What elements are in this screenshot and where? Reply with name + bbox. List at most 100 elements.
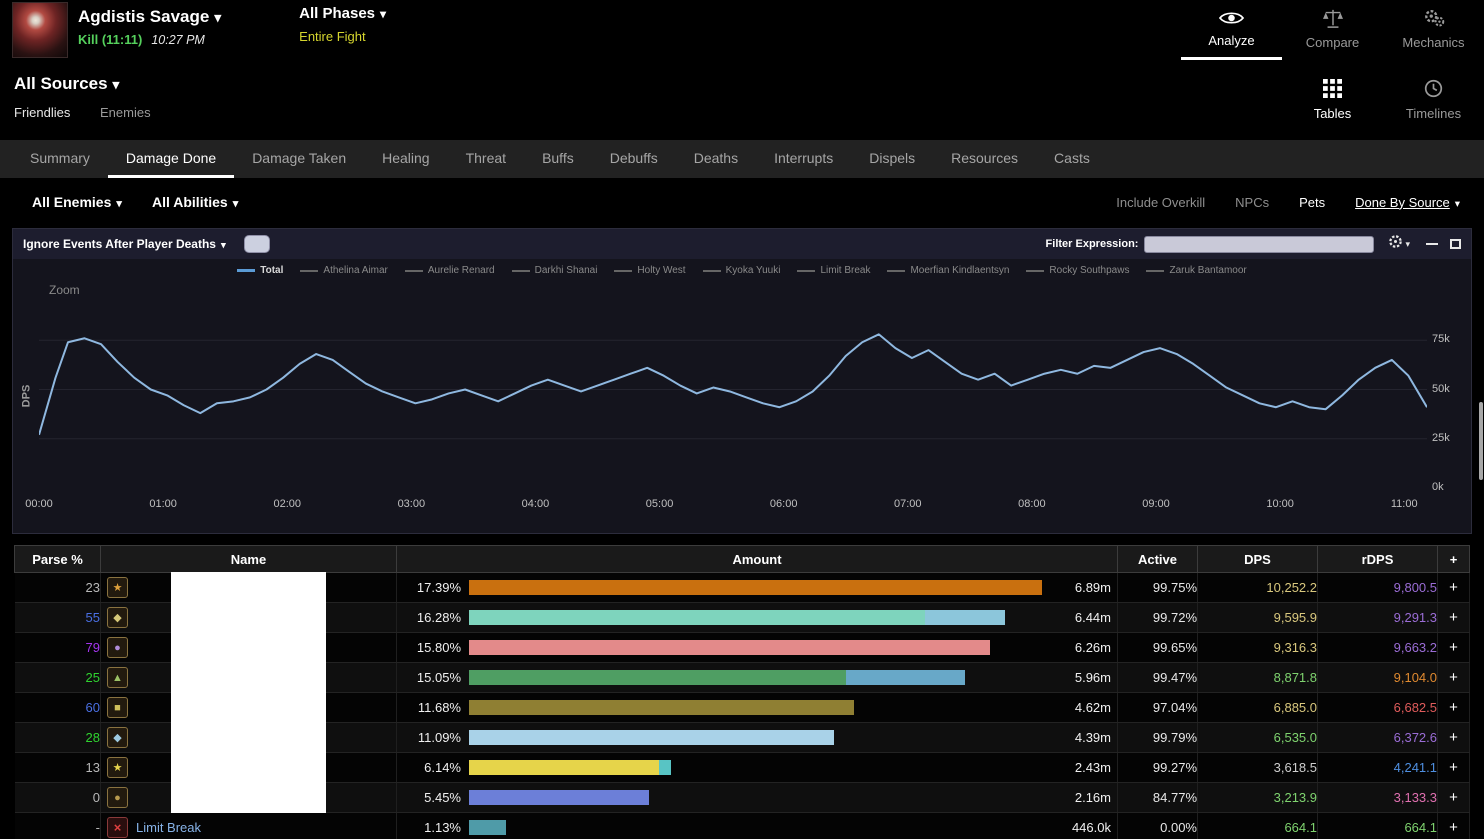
amount-percent: 15.05% [416, 670, 461, 685]
view-timelines[interactable]: Timelines [1383, 60, 1484, 140]
legend-label: Rocky Southpaws [1049, 265, 1130, 276]
expand-button[interactable]: + [1437, 722, 1470, 753]
legend-item-athelina-aimar[interactable]: Athelina Aimar [300, 265, 388, 276]
expand-button[interactable]: + [1437, 812, 1470, 839]
tab-deaths[interactable]: Deaths [693, 150, 739, 166]
active-cell: 84.77% [1117, 782, 1198, 813]
friendlies-link[interactable]: Friendlies [14, 105, 71, 120]
filter-option-npcs[interactable]: NPCs [1235, 194, 1270, 210]
name-redaction-overlay [171, 602, 326, 633]
bar-segment [845, 670, 965, 685]
name-cell: ● [100, 632, 397, 663]
chart-svg [39, 291, 1427, 488]
filter-dropdown-all-enemies[interactable]: All Enemies [32, 194, 122, 210]
table-row: 0 ● 5.45% 2.16m 84.77% 3,213.9 3,133.3 + [14, 782, 1470, 813]
filter-option-include-overkill[interactable]: Include Overkill [1116, 194, 1206, 210]
expand-button[interactable]: + [1437, 662, 1470, 693]
expand-button[interactable]: + [1437, 602, 1470, 633]
encounter-block: Agdistis Savage Kill (11:11) 10:27 PM [78, 0, 221, 60]
player-name[interactable]: Limit Break [136, 820, 202, 835]
expand-button[interactable]: + [1437, 752, 1470, 783]
column-header-name[interactable]: Name [100, 545, 397, 573]
column-header-rdps[interactable]: rDPS [1317, 545, 1438, 573]
filter-option-done-by-source[interactable]: Done By Source [1355, 195, 1460, 210]
nav-analyze[interactable]: Analyze [1181, 0, 1282, 60]
bar-segment [469, 730, 835, 745]
phase-dropdown[interactable]: All Phases [299, 5, 386, 22]
parse-value[interactable]: 13 [85, 760, 100, 775]
expand-button[interactable]: + [1437, 692, 1470, 723]
parse-value[interactable]: 25 [85, 670, 100, 685]
parse-value[interactable]: 23 [85, 580, 100, 595]
legend-item-total[interactable]: Total [237, 265, 283, 276]
parse-value[interactable]: 28 [85, 730, 100, 745]
job-icon: ◆ [107, 607, 128, 628]
parse-cell: - [14, 812, 101, 839]
parse-value[interactable]: 0 [92, 790, 100, 805]
all-sources-dropdown[interactable]: All Sources [14, 74, 151, 94]
rdps-cell: 6,372.6 [1317, 722, 1438, 753]
tab-healing[interactable]: Healing [382, 150, 430, 166]
deaths-filter-dropdown[interactable]: Ignore Events After Player Deaths [23, 237, 226, 251]
column-header-amount[interactable]: Amount [396, 545, 1118, 573]
graph-panel: Ignore Events After Player Deaths Filter… [12, 228, 1472, 534]
deaths-filter-toggle[interactable] [243, 235, 270, 253]
x-tick-label: 08:00 [1018, 498, 1046, 510]
tab-interrupts[interactable]: Interrupts [774, 150, 834, 166]
legend-item-holty-west[interactable]: Holty West [614, 265, 686, 276]
filter-option-pets[interactable]: Pets [1299, 194, 1326, 210]
view-tables[interactable]: Tables [1282, 60, 1383, 140]
expand-button[interactable]: + [1437, 572, 1470, 603]
nav-mechanics[interactable]: Mechanics [1383, 0, 1484, 60]
dps-cell: 3,213.9 [1197, 782, 1318, 813]
parse-value[interactable]: - [95, 820, 100, 835]
graph-settings-button[interactable]: ▾ [1388, 234, 1410, 254]
tab-damage-done[interactable]: Damage Done [107, 140, 235, 178]
column-header-active[interactable]: Active [1117, 545, 1198, 573]
legend-item-limit-break[interactable]: Limit Break [797, 265, 870, 276]
x-tick-label: 04:00 [521, 498, 550, 510]
tab-casts[interactable]: Casts [1054, 150, 1090, 166]
y-axis-ticks: 0k 25k 50k 75k [1427, 291, 1471, 493]
tab-dispels[interactable]: Dispels [869, 150, 916, 166]
parse-value[interactable]: 79 [85, 640, 100, 655]
legend-item-moerfian-kindlaentsyn[interactable]: Moerfian Kindlaentsyn [887, 265, 1009, 276]
amount-value: 5.96m [1074, 670, 1111, 685]
maximize-button[interactable] [1450, 239, 1461, 249]
minimize-button[interactable] [1426, 243, 1438, 245]
legend-item-rocky-southpaws[interactable]: Rocky Southpaws [1026, 265, 1129, 276]
filter-dropdown-all-abilities[interactable]: All Abilities [152, 194, 238, 210]
column-header-[interactable]: + [1437, 545, 1470, 573]
legend-item-darkhi-shanai[interactable]: Darkhi Shanai [511, 265, 597, 276]
parse-value[interactable]: 60 [85, 700, 100, 715]
column-header-dps[interactable]: DPS [1197, 545, 1318, 573]
expand-button[interactable]: + [1437, 632, 1470, 663]
column-header-parse[interactable]: Parse % [14, 545, 101, 573]
legend-item-zaruk-bantamoor[interactable]: Zaruk Bantamoor [1146, 265, 1247, 276]
tab-summary[interactable]: Summary [30, 150, 90, 166]
tab-buffs[interactable]: Buffs [542, 150, 574, 166]
expand-button[interactable]: + [1437, 782, 1470, 813]
dps-line-chart[interactable] [39, 291, 1427, 488]
enemies-link[interactable]: Enemies [99, 105, 151, 120]
parse-cell: 55 [14, 602, 101, 633]
name-cell: ◆ [100, 602, 397, 633]
scales-icon [1322, 8, 1344, 31]
tab-threat[interactable]: Threat [465, 150, 507, 166]
parse-value[interactable]: 55 [85, 610, 100, 625]
chart-area: DPS 0k 25k 50k 75k [13, 291, 1471, 493]
amount-percent: 1.13% [424, 820, 461, 835]
legend-item-kyoka-yuuki[interactable]: Kyoka Yuuki [702, 265, 780, 276]
table-row: 25 ▲ 15.05% 5.96m 99.47% 8,871.8 9,104.0 + [14, 662, 1470, 693]
tab-damage-taken[interactable]: Damage Taken [252, 150, 347, 166]
phase-subtitle[interactable]: Entire Fight [299, 29, 366, 44]
y-tick-label: 50k [1432, 382, 1450, 395]
filter-left: All Enemies All Abilities [32, 194, 268, 210]
nav-compare[interactable]: Compare [1282, 0, 1383, 60]
encounter-title-dropdown[interactable]: Agdistis Savage [78, 7, 221, 27]
tab-resources[interactable]: Resources [951, 150, 1019, 166]
filter-expression-input[interactable] [1144, 235, 1375, 253]
scrollbar-thumb[interactable] [1479, 402, 1483, 480]
tab-debuffs[interactable]: Debuffs [609, 150, 658, 166]
legend-item-aurelie-renard[interactable]: Aurelie Renard [404, 265, 495, 276]
